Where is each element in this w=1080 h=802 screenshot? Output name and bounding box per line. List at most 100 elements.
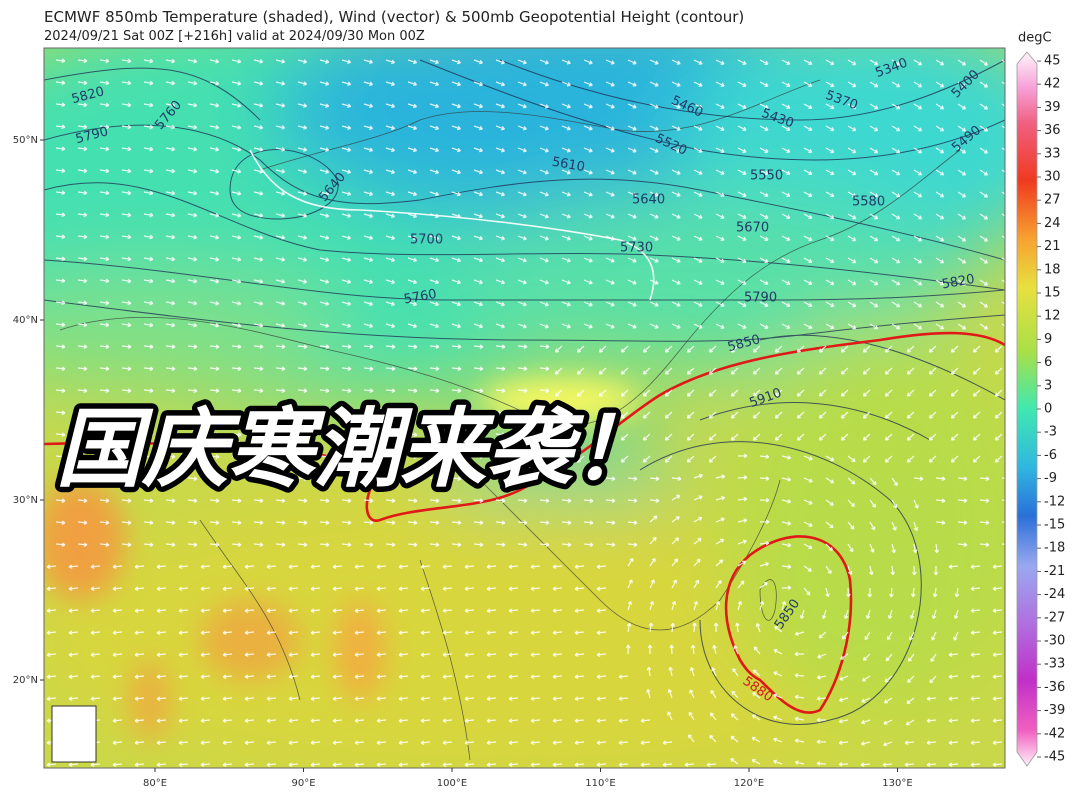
wind-arrow [55, 256, 66, 262]
wind-arrow [473, 169, 483, 175]
colorbar-tick-label: 21 [1044, 239, 1061, 254]
wind-arrow [275, 191, 286, 196]
wind-arrow [187, 146, 198, 152]
wind-arrow [890, 565, 896, 576]
wind-arrow [99, 322, 110, 328]
wind-arrow [847, 169, 857, 176]
wind-arrow [759, 279, 769, 285]
wind-arrow [552, 652, 563, 657]
wind-arrow [451, 103, 461, 109]
wind-arrow [576, 345, 585, 353]
wind-arrow [884, 345, 893, 353]
wind-arrow [953, 631, 959, 641]
wind-arrow [803, 125, 813, 131]
wind-arrow [165, 212, 176, 218]
wind-arrow [667, 689, 673, 699]
wind-arrow [887, 609, 893, 620]
wind-arrow [605, 103, 615, 109]
wind-arrow [596, 652, 607, 657]
wind-arrow [730, 389, 739, 397]
wind-arrow [957, 103, 967, 110]
wind-arrow [385, 344, 396, 349]
wind-arrow [288, 718, 299, 723]
wind-arrow [407, 81, 418, 87]
wind-arrow [398, 696, 409, 701]
wind-arrow [385, 454, 396, 459]
wind-arrow [55, 322, 66, 328]
wind-arrow [869, 279, 879, 286]
colorbar-tick-label: -30 [1044, 634, 1065, 649]
wind-arrow [165, 520, 176, 525]
wind-arrow [574, 564, 585, 569]
wind-arrow [275, 476, 286, 481]
wind-arrow [464, 586, 475, 591]
wind-arrow [253, 59, 264, 64]
wind-arrow [803, 257, 813, 263]
wind-arrow [759, 125, 769, 131]
wind-arrow [627, 191, 637, 197]
wind-arrow [646, 666, 652, 677]
wind-arrow [781, 455, 792, 460]
wind-arrow [671, 81, 681, 87]
wind-arrow [121, 476, 132, 481]
wind-arrow [99, 388, 110, 393]
wind-arrow [473, 279, 483, 285]
wind-arrow [385, 520, 396, 525]
wind-arrow [288, 630, 299, 635]
wind-arrow [715, 103, 725, 109]
wind-arrow [928, 367, 937, 375]
wind-arrow [200, 740, 211, 745]
wind-arrow [429, 323, 440, 329]
wind-arrow [473, 235, 483, 241]
wind-arrow [363, 323, 374, 328]
wind-arrow [297, 103, 308, 108]
wind-arrow [266, 564, 277, 569]
wind-arrow [319, 520, 330, 525]
wind-arrow [253, 432, 264, 437]
wind-arrow [774, 433, 783, 441]
wind-arrow [121, 146, 132, 152]
wind-arrow [913, 476, 924, 481]
wind-arrow [552, 696, 563, 701]
wind-arrow [862, 345, 871, 353]
wind-arrow [583, 81, 593, 87]
wind-arrow [363, 125, 374, 130]
wind-arrow [759, 147, 769, 153]
colorbar-tick-label: -3 [1044, 425, 1057, 440]
wind-arrow [99, 256, 110, 262]
wind-arrow [209, 542, 220, 547]
wind-arrow [737, 560, 747, 567]
wind-arrow [266, 740, 277, 745]
wind-arrow [759, 81, 769, 87]
wind-arrow [200, 762, 211, 767]
wind-arrow [648, 622, 654, 633]
wind-arrow [773, 715, 783, 721]
wind-arrow [165, 58, 176, 64]
wind-arrow [684, 762, 695, 767]
wind-arrow [627, 257, 637, 263]
wind-arrow [495, 59, 505, 65]
wind-arrow [451, 235, 461, 241]
wind-arrow [818, 367, 827, 375]
wind-arrow [816, 739, 827, 745]
wind-arrow [869, 169, 879, 176]
colorbar-tick-label: -24 [1044, 587, 1065, 602]
wind-arrow [972, 367, 981, 375]
wind-arrow [429, 366, 440, 371]
wind-arrow [605, 257, 615, 263]
wind-arrow [464, 718, 475, 723]
wind-arrow [68, 564, 79, 569]
wind-arrow [121, 388, 132, 393]
wind-arrow [451, 213, 461, 219]
wind-arrow [649, 169, 659, 175]
wind-arrow [664, 455, 673, 463]
wind-arrow [341, 498, 352, 503]
wind-arrow [77, 388, 88, 393]
wind-arrow [451, 169, 461, 175]
wind-arrow [774, 626, 783, 633]
wind-arrow [46, 696, 57, 701]
wind-arrow [112, 586, 123, 591]
wind-arrow [686, 433, 695, 441]
wind-arrow [649, 257, 659, 263]
wind-arrow [950, 389, 959, 397]
